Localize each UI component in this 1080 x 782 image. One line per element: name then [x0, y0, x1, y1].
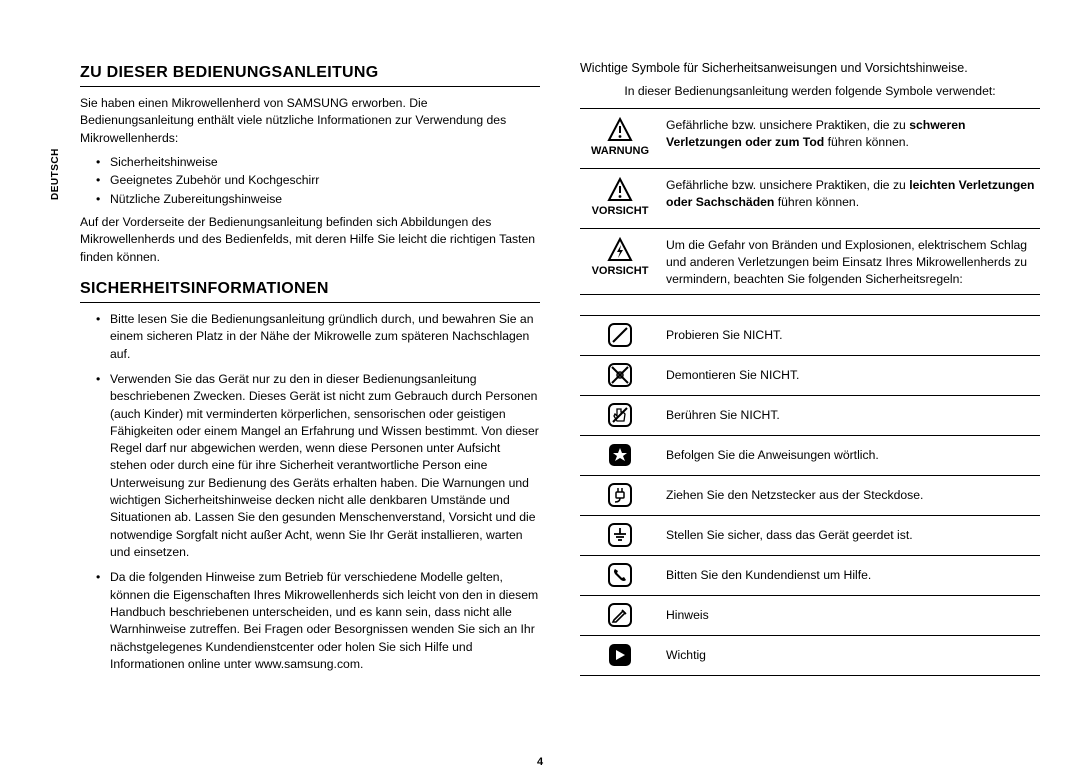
icon-row: Ziehen Sie den Netzstecker aus der Steck…	[580, 476, 1040, 516]
warning-row: VORSICHT Um die Gefahr von Bränden und Ex…	[580, 229, 1040, 295]
icon-text: Probieren Sie NICHT.	[660, 327, 1040, 344]
warning-symbol-cell: VORSICHT	[580, 177, 660, 217]
warning-text: Gefährliche bzw. unsichere Praktiken, di…	[660, 117, 1040, 151]
icon-text: Bitten Sie den Kundendienst um Hilfe.	[660, 567, 1040, 584]
icon-row: Demontieren Sie NICHT.	[580, 356, 1040, 396]
warning-symbol-cell: VORSICHT	[580, 237, 660, 277]
para-intro: Sie haben einen Mikrowellenherd von SAMS…	[80, 95, 540, 147]
warning-row: WARNUNG Gefährliche bzw. unsichere Prakti…	[580, 109, 1040, 169]
icon-row: Wichtig	[580, 636, 1040, 676]
no-touch-icon	[580, 402, 660, 428]
icon-text: Befolgen Sie die Anweisungen wörtlich.	[660, 447, 1040, 464]
list-topics: Sicherheitshinweise Geeignetes Zubehör u…	[110, 153, 540, 208]
warning-text: Gefährliche bzw. unsichere Praktiken, di…	[660, 177, 1040, 211]
unplug-icon	[580, 482, 660, 508]
language-tab: DEUTSCH	[50, 148, 61, 200]
warning-row: VORSICHT Gefährliche bzw. unsichere Prakt…	[580, 169, 1040, 229]
icon-row: Befolgen Sie die Anweisungen wörtlich.	[580, 436, 1040, 476]
page-number: 4	[537, 756, 543, 768]
page-content: ZU DIESER BEDIENUNGSANLEITUNG Sie haben …	[80, 60, 1040, 752]
ground-icon	[580, 522, 660, 548]
follow-icon	[580, 442, 660, 468]
symbols-intro: In dieser Bedienungsanleitung werden fol…	[580, 84, 1040, 98]
no-try-icon	[580, 322, 660, 348]
no-disassemble-icon	[580, 362, 660, 388]
list-item: Bitte lesen Sie die Bedienungsanleitung …	[110, 311, 540, 363]
warning-symbol-cell: WARNUNG	[580, 117, 660, 157]
warning-label: VORSICHT	[592, 265, 649, 277]
icon-row: Probieren Sie NICHT.	[580, 316, 1040, 356]
icon-row: Bitten Sie den Kundendienst um Hilfe.	[580, 556, 1040, 596]
list-item: Verwenden Sie das Gerät nur zu den in di…	[110, 371, 540, 562]
right-column: Wichtige Symbole für Sicherheitsanweisun…	[580, 60, 1040, 752]
icon-table: Probieren Sie NICHT. Demontieren Sie NICH…	[580, 315, 1040, 676]
icon-text: Hinweis	[660, 607, 1040, 624]
warning-label: VORSICHT	[592, 205, 649, 217]
icon-text: Berühren Sie NICHT.	[660, 407, 1040, 424]
icon-text: Wichtig	[660, 647, 1040, 664]
icon-row: Hinweis	[580, 596, 1040, 636]
list-item: Geeignetes Zubehör und Kochgeschirr	[110, 171, 540, 189]
icon-text: Ziehen Sie den Netzstecker aus der Steck…	[660, 487, 1040, 504]
warning-text: Um die Gefahr von Bränden und Explosione…	[660, 237, 1040, 288]
heading-manual: ZU DIESER BEDIENUNGSANLEITUNG	[80, 64, 540, 87]
icon-text: Demontieren Sie NICHT.	[660, 367, 1040, 384]
icon-row: Stellen Sie sicher, dass das Gerät geerd…	[580, 516, 1040, 556]
left-column: ZU DIESER BEDIENUNGSANLEITUNG Sie haben …	[80, 60, 540, 752]
service-icon	[580, 562, 660, 588]
list-item: Da die folgenden Hinweise zum Betrieb fü…	[110, 569, 540, 673]
note-icon	[580, 602, 660, 628]
list-item: Sicherheitshinweise	[110, 153, 540, 171]
warning-label: WARNUNG	[591, 145, 649, 157]
heading-safety: SICHERHEITSINFORMATIONEN	[80, 280, 540, 303]
symbols-subhead: Wichtige Symbole für Sicherheitsanweisun…	[580, 60, 1040, 78]
important-icon	[580, 642, 660, 668]
list-safety: Bitte lesen Sie die Bedienungsanleitung …	[110, 311, 540, 674]
list-item: Nützliche Zubereitungshinweise	[110, 190, 540, 208]
icon-text: Stellen Sie sicher, dass das Gerät geerd…	[660, 527, 1040, 544]
para-front: Auf der Vorderseite der Bedienungsanleit…	[80, 214, 540, 266]
icon-row: Berühren Sie NICHT.	[580, 396, 1040, 436]
warning-table: WARNUNG Gefährliche bzw. unsichere Prakti…	[580, 108, 1040, 295]
